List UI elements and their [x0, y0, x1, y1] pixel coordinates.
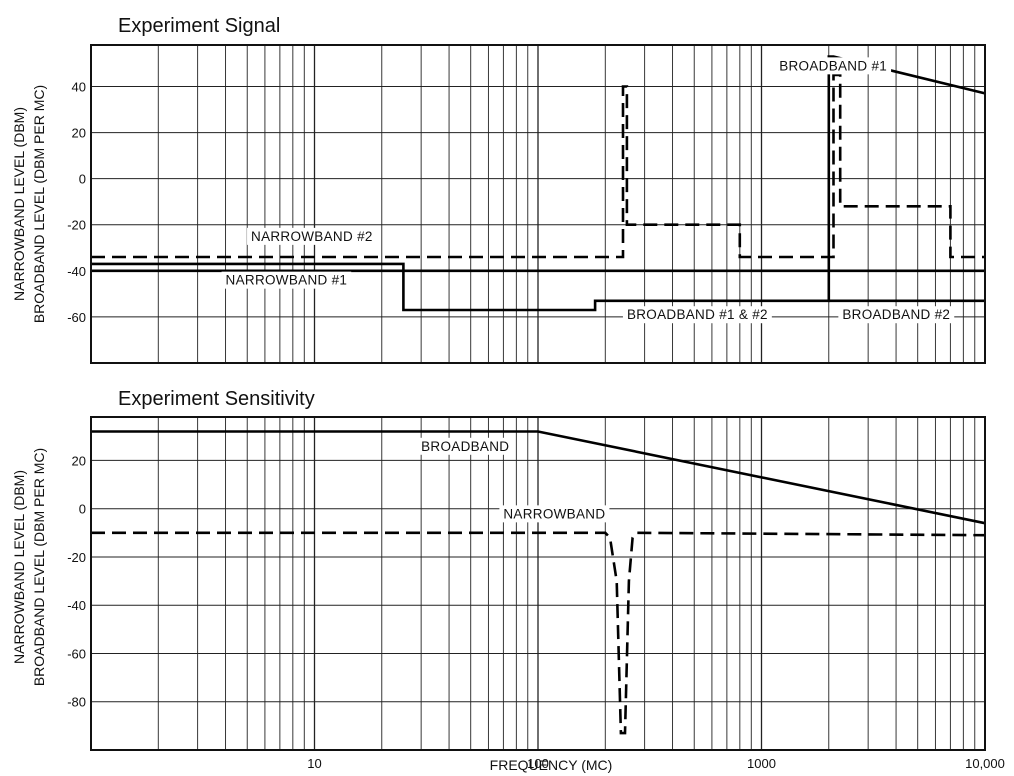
annotation-label: BROADBAND #2 — [842, 307, 950, 322]
annotation-background — [499, 505, 610, 523]
annotation-background — [622, 306, 772, 324]
y-tick-label: 0 — [79, 502, 86, 517]
y-axis-label-line1: NARROWBAND LEVEL (DBM) — [11, 107, 27, 301]
y-axis-label-line2: BROADBAND LEVEL (DBM PER MC) — [31, 85, 47, 323]
chart-title: Experiment Signal — [118, 15, 280, 37]
annotation: BROADBAND — [417, 437, 514, 455]
x-tick-label: 10,000 — [965, 756, 1005, 771]
annotation-background — [247, 227, 377, 245]
series-narrowband-2 — [91, 73, 985, 259]
annotation: NARROWBAND — [499, 505, 610, 523]
y-tick-label: 40 — [72, 79, 86, 94]
annotation: BROADBAND #1 & #2 — [622, 306, 772, 324]
annotation: NARROWBAND #1 — [221, 271, 352, 289]
chart-title: Experiment Sensitivity — [118, 388, 315, 410]
series-narrowband — [91, 531, 986, 735]
series-broadband-1-2 — [91, 55, 986, 312]
x-tick-label: 1000 — [747, 756, 776, 771]
y-tick-label: -60 — [67, 646, 86, 661]
annotations: BROADBAND #1 NARROWBAND #2 NARROWBAND #1 BR… — [221, 57, 955, 324]
annotation-label: BROADBAND #1 — [779, 58, 887, 73]
y-tick-label: -40 — [67, 264, 86, 279]
chart-experiment-sensitivity: Experiment Sensitivity 20 0 -20 -40 -60 -80 1… — [11, 388, 1005, 771]
x-axis-label: FREQUENCY (MC) — [490, 757, 613, 773]
annotation-label: BROADBAND — [421, 439, 509, 454]
annotations: BROADBAND NARROWBAND — [417, 437, 610, 523]
y-tick-label: 0 — [79, 172, 86, 187]
annotation-background — [221, 271, 352, 289]
series-group — [91, 430, 986, 735]
annotation-label: NARROWBAND — [503, 506, 605, 521]
grid — [91, 417, 985, 750]
annotation-label: BROADBAND #1 & #2 — [627, 307, 768, 322]
x-tick-label: 10 — [307, 756, 321, 771]
chart-experiment-signal: Experiment Signal 40 20 0 -20 -40 -60 BROADBA… — [11, 15, 986, 364]
plot-frame — [90, 44, 986, 364]
y-tick-labels: 40 20 0 -20 -40 -60 — [67, 79, 86, 324]
series-group — [91, 55, 986, 312]
y-axis-label-line1: NARROWBAND LEVEL (DBM) — [11, 470, 27, 664]
y-tick-label: -80 — [67, 695, 86, 710]
annotation: NARROWBAND #2 — [247, 227, 377, 245]
series-broadband — [91, 430, 986, 525]
annotation-label: NARROWBAND #1 — [226, 273, 348, 288]
y-tick-label: -60 — [67, 310, 86, 325]
plot-frame — [90, 416, 986, 751]
annotation-background — [417, 437, 514, 455]
y-tick-label: -20 — [67, 550, 86, 565]
y-tick-labels: 20 0 -20 -40 -60 -80 — [67, 453, 86, 709]
y-axis-label-line2: BROADBAND LEVEL (DBM PER MC) — [31, 448, 47, 686]
annotation: BROADBAND #2 — [838, 306, 955, 324]
y-tick-label: 20 — [72, 126, 86, 141]
y-tick-label: -20 — [67, 218, 86, 233]
x-tick-labels: 10 100 1000 10,000 — [307, 756, 1005, 771]
annotation: BROADBAND #1 — [775, 57, 892, 75]
y-tick-label: 20 — [72, 453, 86, 468]
y-tick-label: -40 — [67, 598, 86, 613]
annotation-background — [775, 57, 892, 75]
annotation-background — [838, 306, 955, 324]
x-tick-label: 100 — [527, 756, 549, 771]
annotation-label: NARROWBAND #2 — [251, 229, 373, 244]
